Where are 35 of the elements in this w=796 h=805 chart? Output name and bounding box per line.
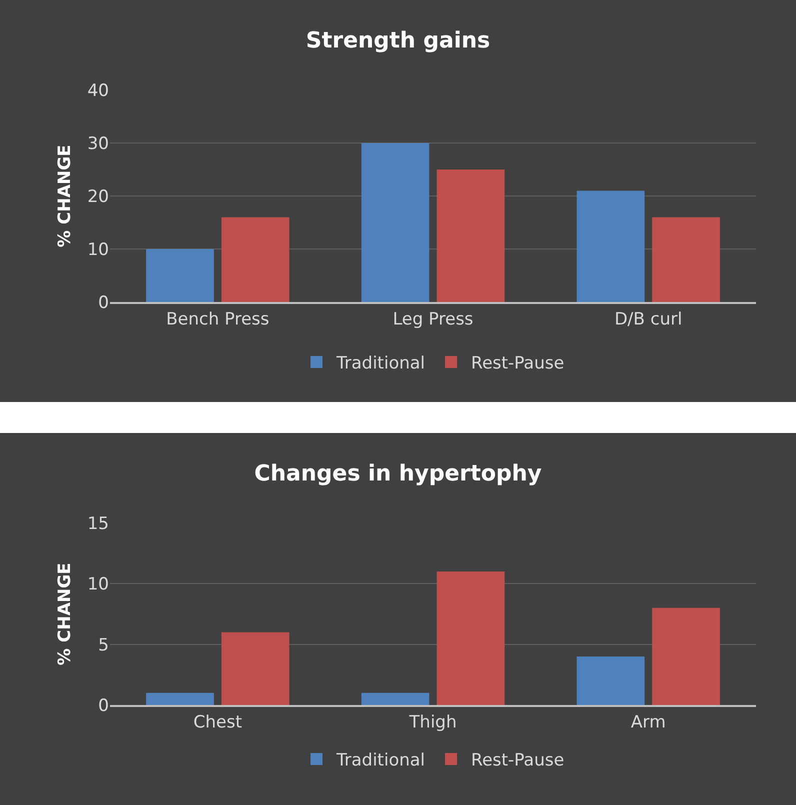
y-tick-label: 0 xyxy=(98,292,109,313)
bar xyxy=(361,143,430,302)
bar xyxy=(652,608,720,705)
y-tick-label: 20 xyxy=(87,186,109,207)
bar xyxy=(361,692,430,705)
y-tick-label: 0 xyxy=(98,696,109,716)
x-tick-label: Chest xyxy=(193,712,242,732)
bar xyxy=(436,572,505,705)
chart-title: Changes in hypertophy xyxy=(254,462,542,487)
y-axis-title: % CHANGE xyxy=(54,562,75,666)
bar xyxy=(436,170,505,302)
x-tick-label: Leg Press xyxy=(392,309,474,330)
bar xyxy=(221,632,290,705)
bar xyxy=(221,217,290,302)
bar xyxy=(576,656,645,705)
chart-title: Strength gains xyxy=(306,28,490,54)
legend-label: Traditional xyxy=(336,750,426,771)
bar xyxy=(652,217,720,302)
y-tick-label: 5 xyxy=(98,635,109,656)
y-tick-label: 10 xyxy=(87,574,109,595)
bar xyxy=(576,190,645,302)
y-tick-label: 30 xyxy=(87,134,109,154)
legend-label: Rest-Pause xyxy=(471,354,564,374)
x-tick-label: Arm xyxy=(630,712,666,732)
y-tick-label: 15 xyxy=(87,514,109,534)
x-tick-label: Bench Press xyxy=(166,309,270,330)
x-tick-label: D/B curl xyxy=(614,309,682,330)
y-tick-label: 40 xyxy=(87,80,109,101)
y-tick-label: 10 xyxy=(87,240,109,260)
bar xyxy=(146,249,214,302)
y-axis-title: % CHANGE xyxy=(54,144,75,248)
legend-label: Rest-Pause xyxy=(471,750,564,771)
x-tick-label: Thigh xyxy=(408,712,457,732)
bar xyxy=(146,692,214,705)
legend-label: Traditional xyxy=(336,354,426,374)
